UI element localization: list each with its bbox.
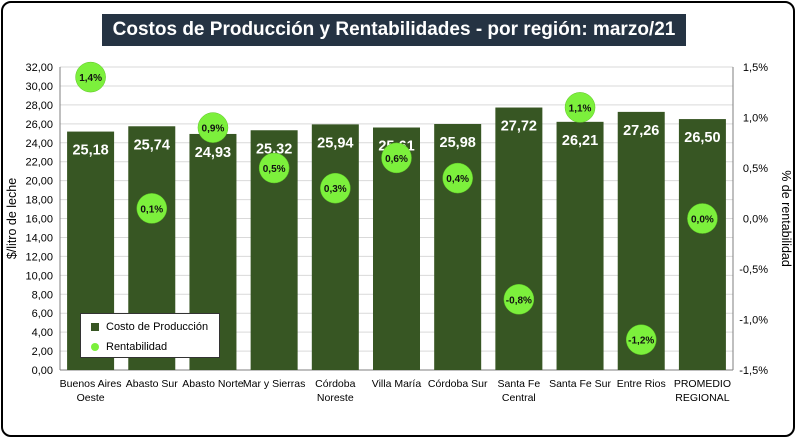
- legend-label-costo: Costo de Producción: [106, 321, 209, 333]
- bar: [434, 124, 482, 370]
- legend-label-rentabilidad: Rentabilidad: [106, 341, 168, 353]
- category-label: Noreste: [317, 392, 354, 404]
- y-tick-label: 12,00: [25, 251, 53, 263]
- bar-value-label: 27,26: [623, 123, 659, 139]
- bar: [678, 119, 726, 370]
- rentabilidad-point: [564, 92, 596, 123]
- point-value-label: 0,9%: [202, 124, 225, 135]
- y-tick-label: 28,00: [25, 100, 53, 112]
- rentabilidad-point: [258, 152, 290, 184]
- category-label: Oeste: [77, 392, 105, 404]
- rentabilidad-point: [136, 193, 168, 224]
- y2-tick-label: 1,5%: [743, 62, 768, 74]
- y-tick-label: 20,00: [25, 176, 53, 188]
- legend: Costo de Producción Rentabilidad: [80, 313, 220, 358]
- bar-value-label: 26,21: [562, 133, 598, 149]
- bar-value-label: 27,72: [501, 119, 537, 135]
- category-label: Santa Fe Sur: [549, 378, 611, 390]
- y-tick-label: 32,00: [25, 62, 53, 74]
- y2-tick-label: 0,0%: [743, 214, 768, 226]
- bar-value-label: 25,32: [256, 141, 292, 157]
- y-tick-label: 30,00: [25, 81, 53, 93]
- legend-item-costo: Costo de Producción: [91, 320, 208, 334]
- point-value-label: 1,1%: [569, 103, 592, 114]
- y-tick-label: 24,00: [25, 138, 53, 150]
- bar: [311, 124, 359, 371]
- rentabilidad-point: [503, 284, 535, 315]
- category-label: Central: [502, 392, 536, 404]
- category-label: REGIONAL: [675, 392, 729, 404]
- y-tick-label: 2,00: [32, 346, 53, 358]
- point-value-label: -0,8%: [506, 295, 532, 306]
- y2-tick-label: -1,0%: [739, 315, 768, 327]
- y2-tick-label: 1,0%: [743, 113, 768, 125]
- legend-swatch-point: [91, 343, 99, 352]
- y-tick-label: 4,00: [32, 327, 53, 339]
- y-tick-label: 16,00: [25, 214, 53, 226]
- point-value-label: 0,0%: [691, 215, 714, 226]
- point-value-label: 1,4%: [79, 73, 102, 84]
- y-tick-label: 0,00: [32, 365, 53, 377]
- bar-value-label: 24,93: [195, 145, 231, 161]
- category-label: Mar y Sierras: [243, 378, 305, 390]
- y2-tick-label: -1,5%: [739, 365, 768, 377]
- y-tick-label: 14,00: [25, 232, 53, 244]
- rentabilidad-point: [381, 142, 412, 174]
- category-label: Entre Rios: [617, 378, 666, 390]
- rentabilidad-point: [442, 162, 473, 194]
- y2-axis-title: % de rentabilidad: [779, 170, 793, 267]
- bar-value-label: 25,98: [440, 135, 476, 151]
- bar: [495, 107, 543, 371]
- point-value-label: -1,2%: [628, 336, 654, 347]
- point-value-label: 0,1%: [140, 204, 163, 215]
- y-tick-label: 10,00: [25, 270, 53, 282]
- y-tick-label: 8,00: [32, 289, 53, 301]
- bar-value-label: 26,50: [684, 130, 720, 146]
- rentabilidad-point: [320, 172, 351, 204]
- point-value-label: 0,6%: [385, 154, 408, 165]
- y-tick-label: 18,00: [25, 195, 53, 207]
- chart-title: Costos de Producción y Rentabilidades - …: [102, 14, 686, 46]
- bar-value-label: 25,94: [317, 135, 353, 151]
- y2-tick-label: 0,5%: [743, 163, 768, 175]
- legend-swatch-bar: [91, 323, 99, 332]
- category-label: Córdoba: [315, 378, 355, 390]
- y-axis-title: $/litro de leche: [5, 178, 19, 259]
- y-tick-label: 22,00: [25, 157, 53, 169]
- point-value-label: 0,4%: [446, 174, 469, 185]
- rentabilidad-point: [625, 324, 657, 355]
- category-label: PROMEDIO: [674, 378, 731, 390]
- point-value-label: 0,5%: [263, 164, 286, 175]
- category-label: Santa Fe: [498, 378, 541, 390]
- point-value-label: 0,3%: [324, 184, 347, 195]
- category-label: Buenos Aires: [60, 378, 122, 390]
- rentabilidad-point: [197, 112, 229, 143]
- bar: [556, 121, 604, 370]
- rentabilidad-point: [75, 61, 106, 93]
- y2-tick-label: -0,5%: [739, 264, 768, 276]
- legend-item-rentabilidad: Rentabilidad: [91, 340, 167, 354]
- category-label: Córdoba Sur: [428, 378, 488, 390]
- category-label: Abasto Sur: [126, 378, 178, 390]
- bar-value-label: 25,18: [72, 143, 108, 159]
- rentabilidad-point: [687, 203, 718, 234]
- category-label: Abasto Norte: [182, 378, 243, 390]
- category-label: Villa María: [372, 378, 422, 390]
- y-tick-label: 26,00: [25, 119, 53, 131]
- y-tick-label: 6,00: [32, 308, 53, 320]
- bar-value-label: 25,74: [134, 137, 170, 153]
